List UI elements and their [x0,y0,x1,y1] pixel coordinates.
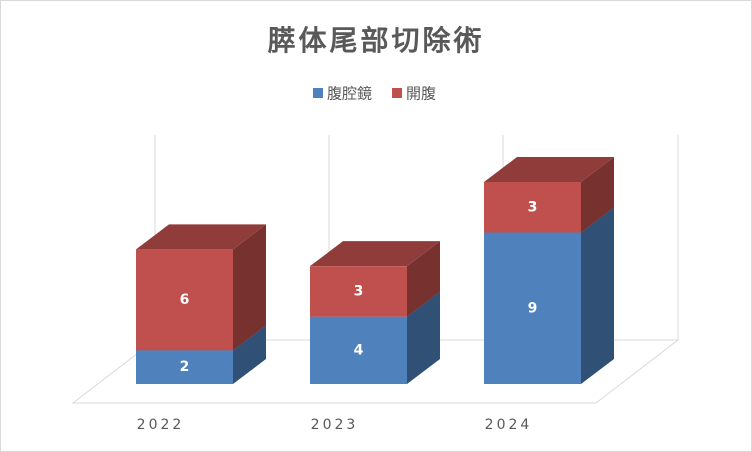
bar-top [136,224,266,250]
legend-swatch [392,88,403,98]
chart-title: 膵体尾部切除術 [267,24,484,57]
bar [310,316,407,384]
x-tick-label: 2023 [311,417,359,433]
bar [484,232,581,384]
bar-side [581,207,614,384]
bar-side [233,224,266,351]
bar-side [407,241,440,317]
bar [136,249,233,351]
data-label: 9 [528,300,538,316]
legend-label: 開腹 [406,85,436,103]
data-label: 2 [180,359,190,375]
x-tick-label: 2022 [137,417,185,433]
legend-label: 腹腔鏡 [327,85,372,103]
bar [310,266,407,317]
bar-top [310,241,440,267]
legend-swatch [313,88,323,98]
bar-side [581,157,614,233]
bar [136,350,233,384]
bar [484,182,581,233]
bar-side [233,325,266,384]
data-label: 4 [354,342,364,358]
bar-top [484,157,614,182]
data-label: 3 [528,199,538,215]
data-label: 3 [354,283,364,299]
data-label: 6 [180,292,190,308]
x-tick-label: 2024 [485,417,533,433]
bar-side [407,291,440,384]
